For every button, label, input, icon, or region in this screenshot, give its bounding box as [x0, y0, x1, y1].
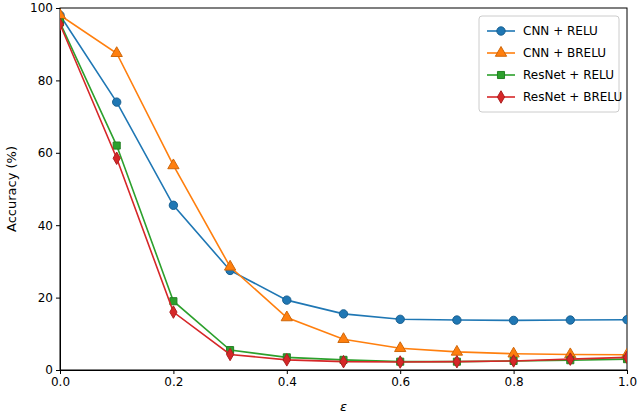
marker [340, 355, 347, 367]
marker [567, 353, 574, 365]
marker [339, 310, 347, 318]
tick-label: 20 [38, 291, 53, 305]
tick-label: 0.4 [278, 375, 297, 389]
tick: 20 [38, 291, 60, 305]
tick-mark [287, 370, 288, 374]
tick: 100 [30, 1, 60, 15]
marker [623, 315, 627, 323]
tick: 0.6 [391, 370, 410, 389]
tick-label: 0.6 [391, 375, 410, 389]
marker [113, 152, 120, 164]
chart: 0.0 0.2 0.4 0.6 0.8 1.0 0 20 40 60 80 100 CNN + RELU… [0, 0, 640, 417]
legend-label: CNN + BRELU [523, 46, 606, 60]
marker [451, 345, 462, 355]
marker [338, 333, 349, 343]
marker [170, 306, 177, 318]
tick-label: 100 [30, 1, 53, 15]
x-axis-title: ε [340, 399, 347, 414]
marker [226, 348, 233, 360]
marker [60, 18, 64, 30]
tick-mark [514, 370, 515, 374]
tick-label: 60 [38, 146, 53, 160]
marker [453, 355, 460, 367]
tick: 0.4 [278, 370, 297, 389]
tick: 40 [38, 219, 60, 233]
tick: 80 [38, 74, 60, 88]
marker [113, 98, 121, 106]
axis-line [61, 371, 628, 375]
series-line [60, 24, 627, 362]
tick-mark [56, 153, 60, 154]
legend-marker [497, 27, 505, 35]
series-line [60, 15, 627, 355]
tick-label: 0 [45, 363, 53, 377]
series-layer [60, 9, 627, 369]
tick: 0.0 [51, 370, 70, 389]
legend-label: ResNet + RELU [523, 68, 614, 82]
series-line [60, 22, 627, 361]
tick-label: 40 [38, 219, 53, 233]
marker [281, 311, 292, 321]
marker [397, 356, 404, 368]
tick-mark [56, 298, 60, 299]
legend-label: ResNet + BRELU [523, 90, 622, 104]
tick-label: 80 [38, 74, 53, 88]
marker [283, 296, 291, 304]
tick-label: 0.0 [51, 375, 70, 389]
tick-label: 0.2 [164, 375, 183, 389]
marker [169, 201, 177, 209]
tick-label: 0.8 [505, 375, 524, 389]
tick-mark [56, 370, 60, 371]
marker [60, 9, 66, 19]
tick-mark [173, 370, 174, 374]
marker [566, 316, 574, 324]
tick: 0 [45, 363, 60, 377]
legend: CNN + RELU CNN + BRELU ResNet + RELU ResNet… [479, 16, 622, 112]
legend-marker [497, 71, 504, 78]
marker [623, 351, 627, 363]
tick-mark [56, 225, 60, 226]
tick: 1.0 [618, 370, 637, 389]
y-axis-title: Accuracy (%) [4, 146, 19, 232]
legend-marker [497, 91, 504, 103]
marker [168, 159, 179, 169]
tick-label: 1.0 [618, 375, 637, 389]
marker [111, 47, 122, 57]
x-axis: 0.0 0.2 0.4 0.6 0.8 1.0 [51, 370, 637, 389]
frame [60, 8, 627, 370]
tick-mark [56, 8, 60, 9]
legend-marker [495, 46, 506, 56]
legend-label: CNN + RELU [523, 24, 598, 38]
tick-mark [627, 370, 628, 374]
marker [510, 355, 517, 367]
marker [453, 316, 461, 324]
marker [396, 315, 404, 323]
tick: 60 [38, 146, 60, 160]
tick: 0.8 [505, 370, 524, 389]
marker [283, 354, 290, 366]
tick-mark [400, 370, 401, 374]
y-axis: 0 20 40 60 80 100 [30, 1, 60, 377]
series-line [60, 15, 627, 320]
marker [224, 260, 235, 270]
marker [395, 342, 406, 352]
tick-mark [56, 80, 60, 81]
tick: 0.2 [164, 370, 183, 389]
plot-area: 0.0 0.2 0.4 0.6 0.8 1.0 0 20 40 60 80 100 CNN + RELU… [30, 1, 637, 388]
marker [113, 142, 120, 149]
marker [509, 316, 517, 324]
